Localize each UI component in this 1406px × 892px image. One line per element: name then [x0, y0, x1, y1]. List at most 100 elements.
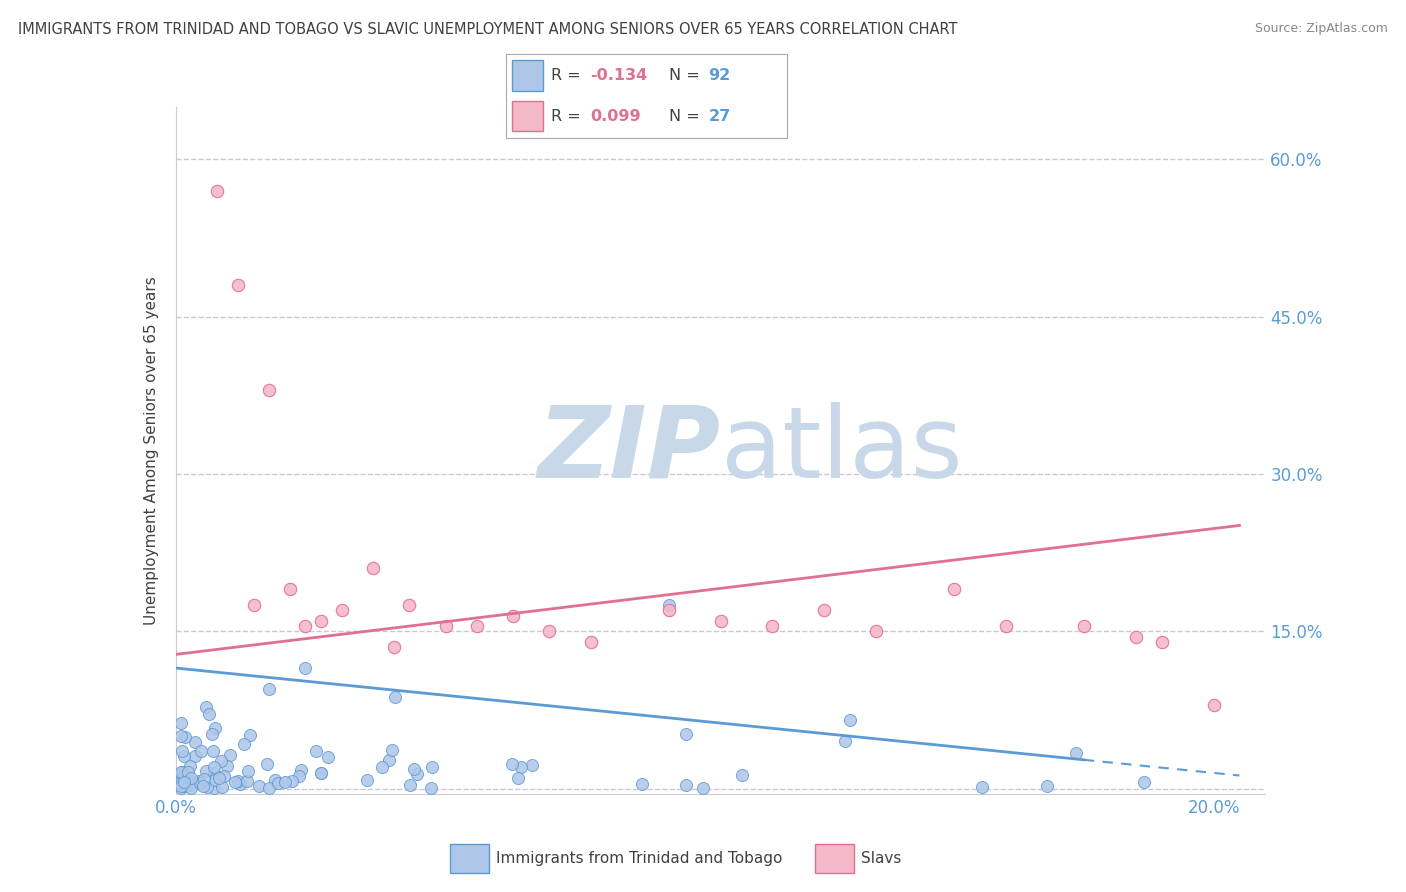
Point	[834, 733, 856, 747]
Point	[173, 779, 195, 793]
Point	[692, 780, 714, 795]
Point	[420, 760, 443, 774]
Text: N =: N =	[669, 109, 706, 124]
Point	[266, 775, 288, 789]
Point	[173, 749, 195, 764]
Point	[226, 278, 249, 293]
FancyBboxPatch shape	[512, 61, 543, 91]
Point	[190, 744, 212, 758]
Point	[371, 760, 394, 774]
Point	[170, 779, 193, 793]
Point	[174, 731, 197, 745]
Point	[170, 744, 193, 758]
Y-axis label: Unemployment Among Seniors over 65 years: Unemployment Among Seniors over 65 years	[143, 277, 159, 624]
Point	[173, 769, 195, 783]
FancyBboxPatch shape	[450, 844, 489, 873]
Point	[236, 764, 259, 779]
Point	[257, 383, 280, 397]
Point	[211, 780, 233, 795]
Point	[257, 681, 280, 696]
Point	[658, 603, 681, 617]
Point	[247, 779, 270, 793]
Point	[224, 775, 246, 789]
Point	[257, 780, 280, 795]
Point	[290, 764, 312, 778]
Text: 27: 27	[709, 109, 731, 124]
Point	[709, 614, 731, 628]
Point	[180, 780, 202, 795]
Point	[180, 771, 202, 785]
Point	[502, 608, 524, 623]
Text: ZIP: ZIP	[537, 402, 721, 499]
Point	[305, 744, 328, 758]
Point	[382, 640, 405, 654]
Point	[256, 756, 278, 771]
Text: N =: N =	[669, 68, 706, 83]
Point	[170, 772, 193, 787]
Point	[1132, 774, 1154, 789]
Point	[172, 764, 194, 779]
Point	[207, 184, 229, 198]
Point	[195, 700, 218, 714]
Point	[264, 772, 287, 787]
Point	[943, 582, 966, 597]
Text: 92: 92	[709, 68, 731, 83]
Point	[356, 773, 378, 788]
Point	[228, 777, 250, 791]
Point	[204, 772, 226, 787]
Point	[172, 769, 194, 783]
Point	[839, 714, 862, 728]
Point	[508, 772, 530, 786]
FancyBboxPatch shape	[512, 101, 543, 131]
Point	[520, 758, 543, 772]
Point	[309, 766, 332, 780]
Point	[658, 598, 681, 612]
Point	[184, 748, 207, 763]
Point	[509, 760, 531, 774]
Point	[288, 769, 311, 783]
FancyBboxPatch shape	[815, 844, 855, 873]
Point	[170, 765, 193, 780]
Point	[631, 776, 654, 790]
Point	[294, 661, 316, 675]
Point	[281, 774, 304, 789]
Point	[179, 758, 201, 772]
Point	[761, 619, 783, 633]
Point	[188, 773, 211, 788]
Point	[384, 690, 406, 704]
Point	[675, 778, 697, 792]
Text: Immigrants from Trinidad and Tobago: Immigrants from Trinidad and Tobago	[496, 851, 782, 866]
Point	[1073, 619, 1095, 633]
Point	[994, 619, 1017, 633]
Point	[579, 635, 602, 649]
Point	[278, 582, 301, 597]
Point	[215, 758, 238, 772]
Text: Source: ZipAtlas.com: Source: ZipAtlas.com	[1254, 22, 1388, 36]
Point	[177, 764, 200, 779]
Point	[309, 614, 332, 628]
Point	[420, 780, 443, 795]
Point	[193, 772, 215, 787]
Point	[675, 727, 697, 741]
Point	[208, 771, 231, 785]
Text: -0.134: -0.134	[591, 68, 648, 83]
Point	[972, 780, 994, 794]
Point	[434, 619, 457, 633]
Point	[242, 598, 264, 612]
Point	[212, 769, 235, 783]
Point	[501, 757, 523, 772]
Point	[191, 780, 214, 794]
Point	[813, 603, 835, 617]
Point	[183, 734, 205, 748]
Point	[406, 766, 429, 780]
Point	[730, 768, 752, 782]
Point	[180, 775, 202, 789]
Point	[381, 742, 404, 756]
Point	[202, 760, 225, 774]
Point	[201, 727, 224, 741]
Point	[233, 737, 256, 751]
Point	[174, 775, 197, 789]
Point	[179, 778, 201, 792]
Point	[865, 624, 887, 639]
Point	[465, 619, 488, 633]
